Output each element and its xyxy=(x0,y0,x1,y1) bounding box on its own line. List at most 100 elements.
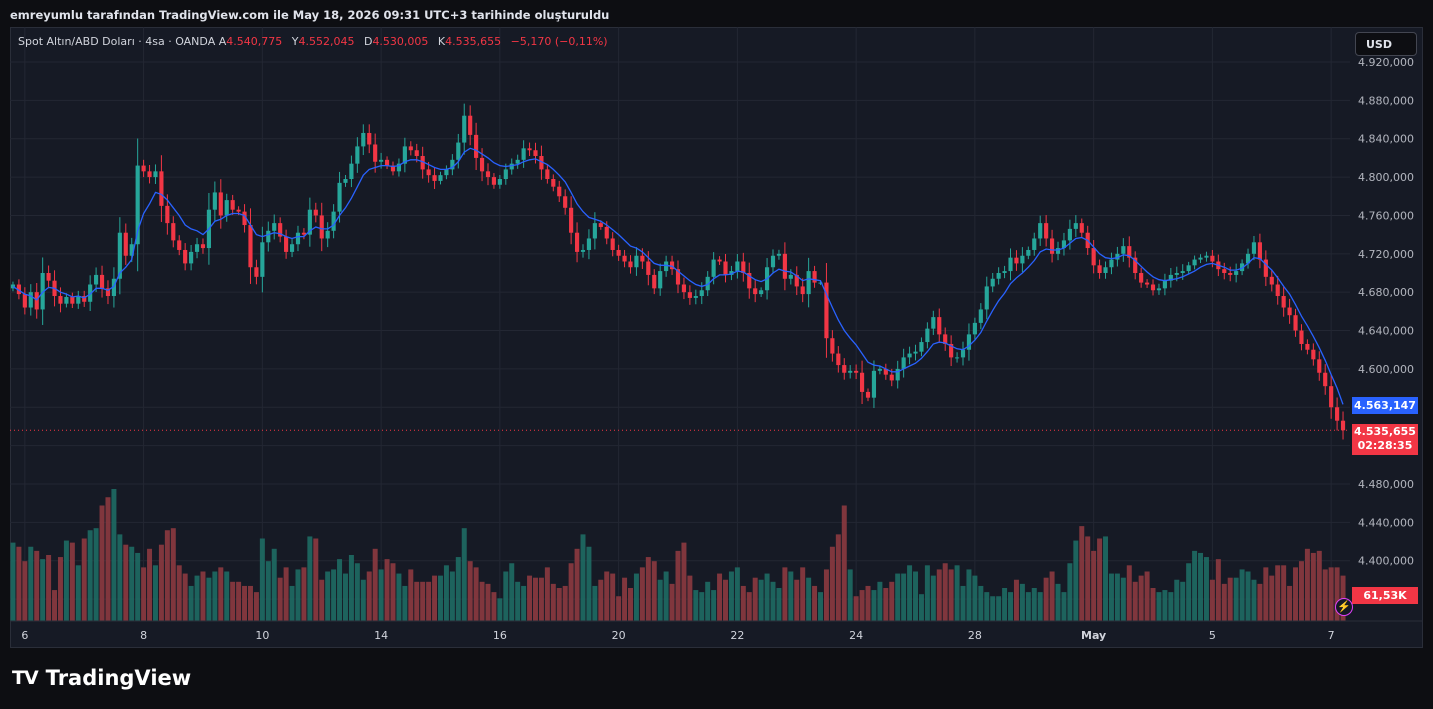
candle xyxy=(1121,238,1126,262)
candle xyxy=(1340,411,1346,440)
candle-body xyxy=(943,334,948,344)
candle xyxy=(729,265,734,281)
volume-bar xyxy=(289,585,295,621)
candle xyxy=(1293,308,1298,337)
volume-bar xyxy=(835,534,841,621)
candle-body xyxy=(402,146,407,164)
candle-body xyxy=(919,342,924,352)
candle xyxy=(503,163,508,185)
candle-body xyxy=(806,271,811,295)
candle xyxy=(76,290,81,309)
candle xyxy=(658,263,663,296)
candle xyxy=(949,335,954,367)
candle xyxy=(1032,232,1037,256)
volume-bar xyxy=(437,575,443,621)
volume-bar xyxy=(942,563,948,621)
volume-bar xyxy=(823,569,829,621)
candle xyxy=(1038,215,1043,246)
candle xyxy=(919,337,924,357)
candle xyxy=(1008,248,1013,281)
candle xyxy=(907,346,912,365)
candle-body xyxy=(432,175,437,181)
candle xyxy=(313,202,318,223)
volume-bar xyxy=(930,575,936,621)
candle xyxy=(1275,275,1280,305)
volume-bar xyxy=(871,590,877,621)
volume-bar xyxy=(378,569,384,621)
candle xyxy=(895,360,900,389)
candle-body xyxy=(82,296,87,302)
volume-bar xyxy=(622,577,628,621)
candle xyxy=(390,161,396,176)
candle xyxy=(782,242,787,291)
volume-bar xyxy=(960,585,966,621)
candle-body xyxy=(212,192,217,210)
candle-body xyxy=(646,261,651,275)
volume-bar xyxy=(1215,559,1221,621)
volume-bar xyxy=(34,550,40,621)
grid xyxy=(10,27,1350,621)
y-tick-label: 4.600,000 xyxy=(1358,363,1414,376)
volume-bar xyxy=(550,583,556,621)
candle-body xyxy=(1133,257,1138,273)
volume-bar xyxy=(788,571,794,621)
volume-bar xyxy=(1013,579,1019,621)
candle-body xyxy=(468,115,473,135)
candle xyxy=(474,122,479,170)
candle-body xyxy=(479,157,485,172)
candle xyxy=(153,164,158,184)
volume-bar xyxy=(604,571,610,621)
volume-bar xyxy=(812,585,818,621)
candle-body xyxy=(129,244,134,256)
legend-close-value: 4.535,655 xyxy=(445,35,502,48)
symbol-legend: Spot Altın/ABD Doları · 4sa · OANDA A4.5… xyxy=(18,35,614,48)
candle-body xyxy=(319,215,324,239)
x-tick-label: 6 xyxy=(21,629,28,642)
volume-bar xyxy=(907,565,913,621)
candle xyxy=(331,204,336,239)
candle-body xyxy=(361,132,366,147)
candle xyxy=(925,322,930,349)
candle-body xyxy=(272,223,277,231)
volume-bar xyxy=(485,583,491,621)
candle xyxy=(307,197,312,247)
volume-bar xyxy=(1138,575,1144,621)
volume-bar xyxy=(568,563,574,621)
candle-body xyxy=(123,232,128,256)
currency-button[interactable]: USD xyxy=(1355,32,1417,56)
candle-body xyxy=(301,232,306,235)
volume-bar xyxy=(616,596,622,621)
volume-bar xyxy=(40,559,46,621)
volume-bars xyxy=(10,489,1346,621)
volume-bar xyxy=(580,534,586,621)
candle xyxy=(854,364,859,380)
candle-body xyxy=(1245,253,1251,264)
volume-bar xyxy=(337,559,343,621)
chart-frame[interactable] xyxy=(10,27,1423,648)
candle xyxy=(1097,259,1102,279)
volume-bar xyxy=(194,575,200,621)
volume-bar xyxy=(758,579,764,621)
candle xyxy=(824,263,829,358)
candle xyxy=(996,267,1001,285)
candle-body xyxy=(913,351,918,354)
lightning-icon[interactable]: ⚡ xyxy=(1335,598,1353,616)
legend-high-label: Y xyxy=(291,35,299,48)
candle-body xyxy=(747,273,752,289)
volume-bar xyxy=(170,528,176,621)
candle-body xyxy=(818,282,823,284)
candle-body xyxy=(88,284,93,302)
candlestick-chart[interactable]: 4.920,000 4.880,000 4.840,000 4.800,000 4.76… xyxy=(10,27,1423,648)
volume-bar xyxy=(384,559,390,621)
volume-bar xyxy=(1037,592,1043,621)
candle xyxy=(664,255,669,277)
volume-bar xyxy=(111,489,117,621)
candle xyxy=(456,133,461,169)
candle-body xyxy=(889,374,894,381)
candle xyxy=(289,239,295,258)
volume-bar xyxy=(687,575,693,621)
candle-body xyxy=(794,274,799,287)
volume-bar xyxy=(681,542,687,621)
candle-body xyxy=(699,290,704,297)
candle xyxy=(301,228,306,240)
